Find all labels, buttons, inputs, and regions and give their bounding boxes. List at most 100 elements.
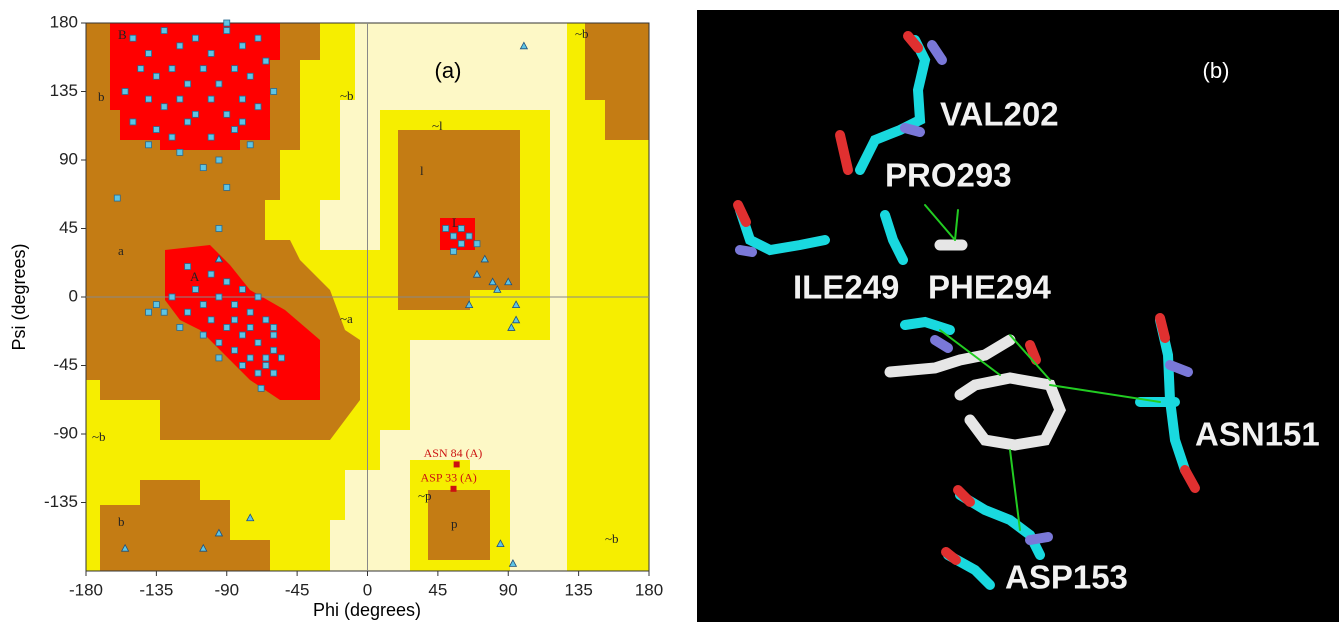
point <box>177 324 183 330</box>
point <box>153 302 159 308</box>
point <box>169 66 175 72</box>
region-label: ~b <box>92 429 106 444</box>
point <box>208 50 214 56</box>
point <box>224 324 230 330</box>
region-label: B <box>118 27 127 42</box>
point <box>224 279 230 285</box>
region-label: b <box>118 514 125 529</box>
point <box>169 134 175 140</box>
point <box>278 355 284 361</box>
point <box>161 104 167 110</box>
point <box>458 241 464 247</box>
point <box>114 195 120 201</box>
residue-label: PRO293 <box>885 157 1012 194</box>
region-label: ~a <box>340 311 353 326</box>
point <box>232 317 238 323</box>
region-label: ~b <box>575 26 589 41</box>
point <box>255 35 261 41</box>
point <box>192 286 198 292</box>
point <box>153 73 159 79</box>
region-label: ~b <box>340 88 354 103</box>
x-tick-label: -90 <box>214 580 239 599</box>
point <box>232 347 238 353</box>
point <box>208 317 214 323</box>
point <box>224 111 230 117</box>
point <box>216 355 222 361</box>
point <box>208 96 214 102</box>
residue-label: ASN151 <box>1195 416 1320 453</box>
y-tick-label: 0 <box>69 286 78 305</box>
point <box>247 355 253 361</box>
point <box>130 119 136 125</box>
point <box>271 332 277 338</box>
point <box>216 340 222 346</box>
outlier-point <box>451 486 457 492</box>
region-label: ~p <box>418 488 432 503</box>
point <box>216 226 222 232</box>
point <box>263 355 269 361</box>
x-tick-label: 180 <box>635 580 663 599</box>
point <box>130 35 136 41</box>
x-tick-label: 45 <box>428 580 447 599</box>
page: Bb~b~b~llLaA~a~b~ppb~b (a) Phi (degrees)… <box>0 0 1339 622</box>
residue-label: ASP153 <box>1005 559 1128 596</box>
outlier-point <box>454 461 460 467</box>
point <box>232 66 238 72</box>
point <box>185 264 191 270</box>
region-label: A <box>190 269 200 284</box>
point <box>239 363 245 369</box>
point <box>255 340 261 346</box>
region-label: p <box>451 516 458 531</box>
point <box>255 294 261 300</box>
point <box>185 119 191 125</box>
point <box>258 385 264 391</box>
x-tick-label: 135 <box>564 580 592 599</box>
y-tick-label: -45 <box>53 355 78 374</box>
point <box>122 89 128 95</box>
point <box>247 73 253 79</box>
y-axis-label: Psi (degrees) <box>9 243 29 350</box>
point <box>192 111 198 117</box>
point <box>451 248 457 254</box>
residue-label: ILE249 <box>793 269 899 306</box>
point <box>271 89 277 95</box>
point <box>216 294 222 300</box>
point <box>458 226 464 232</box>
x-tick-label: -135 <box>139 580 173 599</box>
point <box>443 226 449 232</box>
point <box>185 309 191 315</box>
panel-label: (a) <box>435 58 462 83</box>
point <box>138 66 144 72</box>
point <box>169 294 175 300</box>
point <box>263 317 269 323</box>
point <box>146 96 152 102</box>
region-label: ~b <box>605 531 619 546</box>
y-tick-label: -135 <box>44 492 78 511</box>
point <box>271 347 277 353</box>
point <box>200 302 206 308</box>
annotation: ASP 33 (A) <box>421 471 477 485</box>
allowed-region <box>428 490 490 560</box>
y-tick-label: 135 <box>50 81 78 100</box>
point <box>451 233 457 239</box>
panel-b: (b) VAL202 PRO293 ILE249 PHE294 ASN151 A… <box>697 10 1339 622</box>
point <box>208 271 214 277</box>
x-tick-label: -180 <box>69 580 103 599</box>
point <box>224 184 230 190</box>
point <box>239 119 245 125</box>
y-tick-label: 45 <box>59 218 78 237</box>
point <box>263 58 269 64</box>
region-label: l <box>420 163 424 178</box>
point <box>232 127 238 133</box>
point <box>200 165 206 171</box>
point <box>239 96 245 102</box>
point <box>232 302 238 308</box>
point <box>161 28 167 34</box>
point <box>161 309 167 315</box>
point <box>177 149 183 155</box>
residue-label: VAL202 <box>940 96 1059 133</box>
x-axis-label: Phi (degrees) <box>313 600 421 620</box>
point <box>208 134 214 140</box>
y-tick-label: -90 <box>53 423 78 442</box>
point <box>466 233 472 239</box>
